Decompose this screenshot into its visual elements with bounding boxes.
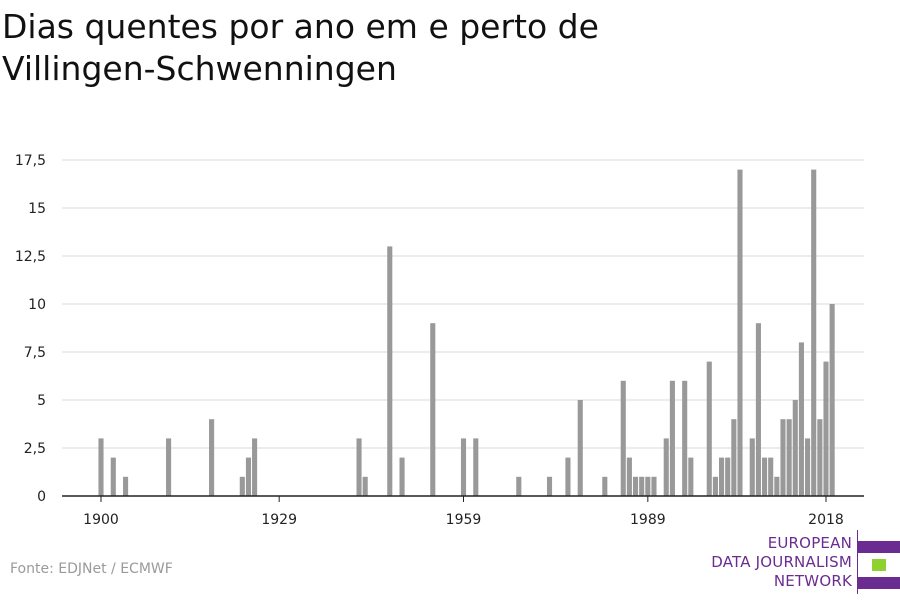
bar bbox=[706, 361, 712, 496]
logo-bar-bottom bbox=[858, 577, 900, 589]
y-tick-label: 7,5 bbox=[24, 345, 46, 361]
bar bbox=[626, 457, 632, 496]
y-tick-label: 5 bbox=[37, 393, 46, 409]
bar bbox=[245, 457, 252, 496]
bar bbox=[399, 457, 405, 496]
bar bbox=[645, 476, 651, 496]
bar bbox=[620, 380, 626, 496]
y-tick-label: 15 bbox=[28, 201, 46, 217]
logo-text: EUROPEAN DATA JOURNALISM NETWORK bbox=[711, 534, 852, 591]
bar bbox=[731, 419, 737, 496]
bar bbox=[651, 476, 657, 496]
bars bbox=[98, 169, 835, 496]
bar bbox=[632, 476, 639, 496]
y-tick-label: 2,5 bbox=[24, 441, 46, 457]
bar bbox=[712, 476, 718, 496]
bar bbox=[516, 476, 522, 496]
bar bbox=[473, 438, 479, 496]
bar bbox=[749, 438, 755, 496]
bar bbox=[356, 438, 362, 496]
bar bbox=[755, 323, 761, 496]
gridlines bbox=[62, 159, 864, 449]
x-tick-label: 1989 bbox=[630, 512, 666, 528]
bar bbox=[362, 476, 368, 496]
bar bbox=[430, 323, 436, 496]
y-tick-label: 17,5 bbox=[15, 153, 46, 169]
bar bbox=[823, 361, 829, 496]
bar bbox=[639, 476, 645, 496]
bar bbox=[762, 457, 768, 496]
x-tick-label: 1900 bbox=[83, 512, 119, 528]
y-tick-label: 12,5 bbox=[15, 249, 46, 265]
logo-line-2: DATA JOURNALISM bbox=[711, 553, 852, 571]
bar bbox=[792, 400, 798, 496]
chart-title: Dias quentes por ano em e perto de Villi… bbox=[2, 7, 599, 88]
bar bbox=[110, 457, 116, 496]
bar bbox=[774, 476, 780, 496]
bar bbox=[252, 438, 258, 496]
edjnet-logo: EUROPEAN DATA JOURNALISM NETWORK bbox=[708, 530, 900, 594]
bar bbox=[239, 476, 245, 496]
bar bbox=[688, 457, 694, 496]
logo-line-1: EUROPEAN bbox=[767, 534, 852, 552]
bar bbox=[682, 380, 688, 496]
bar bbox=[786, 419, 792, 496]
bar bbox=[663, 438, 669, 496]
bar bbox=[669, 380, 675, 496]
bar bbox=[719, 457, 725, 496]
y-tick-label: 10 bbox=[28, 297, 46, 313]
bar bbox=[166, 438, 172, 496]
bar bbox=[798, 342, 804, 496]
bar bbox=[123, 476, 129, 496]
bar bbox=[805, 438, 811, 496]
bar bbox=[811, 169, 817, 496]
bar bbox=[460, 438, 467, 496]
bar bbox=[780, 419, 786, 496]
x-tick-label: 1959 bbox=[446, 512, 482, 528]
source-note: Fonte: EDJNet / ECMWF bbox=[10, 561, 173, 577]
bar bbox=[829, 304, 835, 496]
bar bbox=[817, 419, 823, 496]
bar bbox=[577, 400, 583, 496]
bar bbox=[546, 476, 553, 496]
logo-divider bbox=[857, 530, 858, 594]
bar bbox=[387, 246, 393, 496]
axes: 0 2,5 5 7,5 10 12,5 15 17,5 1900 1929 1959 1989 2018 bbox=[15, 153, 864, 528]
logo-bar-top bbox=[858, 541, 900, 553]
bar bbox=[768, 457, 774, 496]
y-tick-label: 0 bbox=[37, 489, 46, 505]
bar bbox=[737, 169, 743, 496]
bar bbox=[725, 457, 731, 496]
logo-bar-middle bbox=[872, 559, 886, 571]
logo-line-3: NETWORK bbox=[773, 572, 852, 590]
bar bbox=[98, 438, 104, 496]
bar bbox=[602, 476, 608, 496]
x-tick-label: 2018 bbox=[808, 512, 844, 528]
x-tick-label: 1929 bbox=[261, 512, 297, 528]
bar bbox=[209, 419, 215, 496]
bar bbox=[565, 457, 571, 496]
